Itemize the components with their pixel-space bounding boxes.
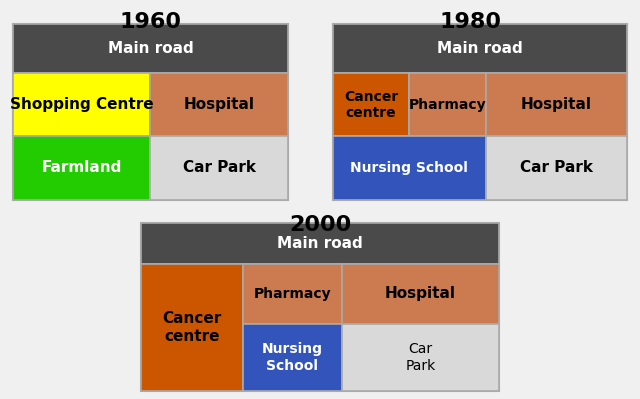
Bar [150,136,288,200]
Bar [150,73,288,136]
Bar [243,264,342,324]
Text: Cancer
centre: Cancer centre [163,311,221,344]
Bar [333,24,627,200]
Bar [342,324,499,391]
Text: Hospital: Hospital [184,97,255,112]
Bar [333,24,627,73]
Text: Farmland: Farmland [42,160,122,176]
Text: Car
Park: Car Park [405,342,435,373]
Bar [13,24,288,200]
Text: Nursing
School: Nursing School [262,342,323,373]
Text: Main road: Main road [108,41,193,56]
Text: Main road: Main road [437,41,523,56]
Text: Car Park: Car Park [520,160,593,176]
Text: 2000: 2000 [289,215,351,235]
Bar [333,136,486,200]
Bar [13,24,288,73]
Text: 1980: 1980 [440,12,501,32]
Bar [141,223,499,264]
Bar [486,73,627,136]
Bar [333,73,410,136]
Bar [410,73,486,136]
Text: Cancer
centre: Cancer centre [344,90,398,120]
Bar [141,223,499,391]
Text: Hospital: Hospital [521,97,592,112]
Text: Pharmacy: Pharmacy [409,98,486,112]
Text: Nursing School: Nursing School [351,161,468,175]
Text: Main road: Main road [277,236,363,251]
Text: Hospital: Hospital [385,286,456,301]
Text: Shopping Centre: Shopping Centre [10,97,154,112]
Bar [13,136,150,200]
Text: 1960: 1960 [120,12,181,32]
Text: Car Park: Car Park [182,160,256,176]
Bar [141,264,243,391]
Bar [13,73,150,136]
Bar [342,264,499,324]
Bar [243,324,342,391]
Text: Pharmacy: Pharmacy [253,287,331,301]
Bar [486,136,627,200]
